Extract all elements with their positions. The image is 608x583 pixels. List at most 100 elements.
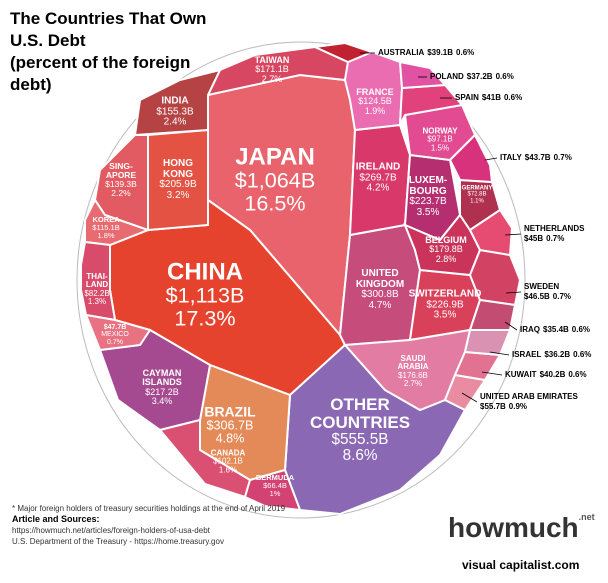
credit: visual capitalist.com bbox=[462, 558, 580, 572]
cell-label: TAIWAN $171.1B 2.7% bbox=[255, 55, 290, 84]
value-label: $45B bbox=[524, 234, 544, 243]
cell-label: THAI- LAND $82.2B 1.3% bbox=[84, 273, 109, 307]
cell-label: SWITZERLAND $226.9B 3.5% bbox=[409, 289, 482, 321]
category-label: JAPAN bbox=[235, 143, 315, 171]
share-label: 1.5% bbox=[430, 143, 450, 153]
value-label: $205.9B bbox=[159, 179, 197, 190]
value-label: $37.2B bbox=[466, 72, 493, 81]
share-label: 0.6% bbox=[495, 72, 514, 81]
chart-subtitle: (percent of the foreign debt) bbox=[10, 53, 191, 94]
cell bbox=[468, 298, 517, 331]
category-label: POLAND bbox=[430, 72, 464, 81]
category-label: CANADA bbox=[210, 448, 246, 458]
share-label: 8.6% bbox=[342, 446, 378, 464]
share-label: 0.9% bbox=[508, 402, 528, 411]
value-label: $35.4B bbox=[543, 325, 569, 334]
cell bbox=[398, 60, 448, 90]
share-label: 17.3% bbox=[174, 305, 236, 331]
leader-line bbox=[504, 233, 522, 236]
share-label: 2.2% bbox=[111, 187, 131, 198]
category-label: NORWAY bbox=[422, 126, 458, 136]
value-label: $1,113B bbox=[165, 282, 245, 308]
title-block: The Countries That Own U.S. Debt (percen… bbox=[10, 8, 215, 96]
brand: howmuch.net bbox=[448, 512, 595, 544]
share-label: 1.9% bbox=[364, 105, 386, 116]
cell-label: UNITED KINGDOM $300.8B 4.7% bbox=[356, 268, 404, 311]
sources-heading: Article and Sources: bbox=[12, 514, 100, 524]
cell-label: CANADA $102.1B 1.6% bbox=[210, 448, 246, 475]
external-label: UNITED ARAB EMIRATES $55.7B 0.9% bbox=[480, 392, 581, 412]
share-label: 0.6% bbox=[456, 48, 475, 57]
share-label: 2.4% bbox=[163, 116, 187, 128]
category-label: CHINA bbox=[166, 258, 243, 286]
share-label: 4.2% bbox=[366, 182, 390, 194]
share-label: 0.6% bbox=[568, 370, 587, 379]
footer: * Major foreign holders of treasury secu… bbox=[12, 503, 285, 547]
category-label: SPAIN bbox=[455, 93, 479, 102]
value-label: $66.4B bbox=[263, 481, 287, 491]
external-label: SPAIN $41B 0.6% bbox=[455, 93, 525, 103]
cell-label: NORWAY $97.1B 1.5% bbox=[422, 126, 458, 153]
leader-line bbox=[489, 351, 510, 356]
external-label: IRAQ $35.4B 0.6% bbox=[520, 325, 593, 335]
value-label: $555.5B bbox=[331, 430, 389, 448]
share-label: 4.8% bbox=[215, 431, 245, 446]
category-label: OTHER COUNTRIES bbox=[309, 395, 411, 432]
cell-label: $47.7B MEXICO 0.7% bbox=[101, 324, 129, 346]
value-label: $223.7B bbox=[409, 196, 447, 207]
brand-suffix: .net bbox=[578, 512, 595, 522]
value-label: $43.7B bbox=[524, 153, 551, 162]
value-label: $226.9B bbox=[426, 298, 464, 310]
value-label: $102.1B bbox=[213, 456, 243, 466]
share-label: 1.3% bbox=[87, 297, 107, 307]
category-label: SWITZERLAND bbox=[408, 288, 482, 300]
category-label: INDIA bbox=[161, 95, 189, 107]
value-label: $179.8B bbox=[429, 244, 463, 255]
value-label: $171.1B bbox=[255, 64, 289, 75]
category-label: KUWAIT bbox=[505, 370, 537, 379]
category-label: SAUDI ARABIA bbox=[397, 354, 429, 372]
category-label: LUXEM- BOURG bbox=[408, 175, 448, 197]
share-label: 1.1% bbox=[470, 198, 484, 205]
external-label: ISRAEL $36.2B 0.6% bbox=[512, 350, 594, 360]
value-label: $269.7B bbox=[359, 171, 397, 183]
category-label: AUSTRALIA bbox=[378, 48, 425, 57]
brand-name: howmuch bbox=[448, 512, 579, 543]
category-label: NETHERLANDS bbox=[524, 224, 585, 233]
category-label: UNITED ARAB EMIRATES bbox=[480, 392, 578, 401]
cell bbox=[448, 133, 494, 184]
external-label: POLAND $37.2B 0.6% bbox=[430, 72, 517, 82]
category-label: MEXICO bbox=[101, 331, 129, 339]
share-label: 0.7% bbox=[546, 234, 565, 243]
category-label: ITALY bbox=[500, 153, 522, 162]
share-label: 0.7% bbox=[552, 292, 572, 301]
value-label: $82.2B bbox=[84, 289, 110, 298]
cell bbox=[468, 208, 514, 257]
value-label: $217.2B bbox=[145, 387, 179, 397]
external-label: ITALY $43.7B 0.7% bbox=[500, 153, 575, 163]
leader-line bbox=[505, 291, 522, 294]
cell-label: INDIA $155.3B 2.4% bbox=[156, 96, 193, 128]
cell-label: FRANCE $124.5B 1.9% bbox=[356, 87, 394, 116]
value-label: $36.2B bbox=[544, 350, 571, 359]
value-label: $41B bbox=[481, 93, 501, 102]
cell-label: OTHER COUNTRIES $555.5B 8.6% bbox=[310, 396, 410, 464]
leader-line bbox=[484, 157, 498, 161]
value-label: $72.8B bbox=[467, 191, 487, 198]
share-label: 3.2% bbox=[166, 189, 190, 201]
cell bbox=[80, 240, 117, 322]
value-label: $55.7B bbox=[480, 402, 506, 411]
category-label: SING- APORE bbox=[105, 161, 137, 181]
cell-label: CHINA $1,113B 17.3% bbox=[166, 260, 245, 331]
cell-label: KOREA $115.1B 1.8% bbox=[92, 216, 119, 240]
chart-title: The Countries That Own U.S. Debt bbox=[10, 9, 207, 50]
value-label: $139.3B bbox=[105, 179, 137, 189]
share-label: 1.6% bbox=[218, 465, 238, 475]
category-label: BERMUDA bbox=[255, 473, 295, 483]
cell bbox=[243, 468, 302, 512]
value-label: $155.3B bbox=[156, 105, 194, 117]
value-label: $39.1B bbox=[427, 48, 454, 57]
category-label: CAYMAN ISLANDS bbox=[142, 368, 182, 388]
value-label: $97.1B bbox=[427, 134, 453, 144]
